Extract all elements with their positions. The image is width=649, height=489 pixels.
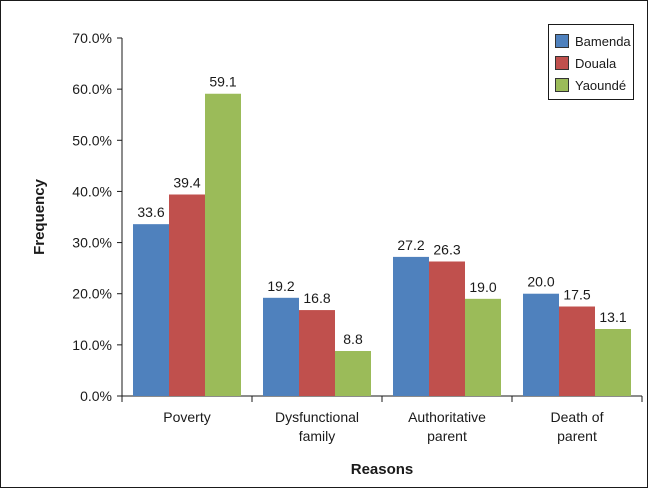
x-tick-label: family xyxy=(299,428,336,444)
bar-douala xyxy=(169,194,205,396)
x-axis-title: Reasons xyxy=(351,461,414,478)
bar-bamenda xyxy=(133,224,169,396)
y-tick-label: 30.0% xyxy=(72,235,112,251)
x-tick-label: Authoritative xyxy=(408,409,486,425)
y-tick-label: 0.0% xyxy=(80,388,112,404)
bar-yaound xyxy=(595,329,631,396)
bar-douala xyxy=(559,307,595,397)
x-tick-label: Poverty xyxy=(163,409,210,425)
data-label: 17.5 xyxy=(563,287,590,303)
data-label: 20.0 xyxy=(527,274,554,290)
data-label: 19.2 xyxy=(267,278,294,294)
legend-label: Douala xyxy=(575,56,616,71)
x-tick-label: parent xyxy=(427,428,467,444)
x-tick-label: Death of xyxy=(551,409,604,425)
data-label: 39.4 xyxy=(173,174,200,190)
data-label: 27.2 xyxy=(397,237,424,253)
x-tick-label: parent xyxy=(557,428,597,444)
bar-douala xyxy=(299,310,335,396)
legend-swatch xyxy=(555,78,569,92)
bar-bamenda xyxy=(393,257,429,396)
bar-bamenda xyxy=(523,294,559,396)
bar-yaound xyxy=(465,299,501,396)
bar-yaound xyxy=(205,94,241,396)
x-tick-label: Dysfunctional xyxy=(275,409,359,425)
data-label: 26.3 xyxy=(433,241,460,257)
legend-label: Yaoundé xyxy=(575,78,626,93)
bar-douala xyxy=(429,261,465,396)
legend-item: Douala xyxy=(555,52,633,74)
legend-swatch xyxy=(555,56,569,70)
legend-swatch xyxy=(555,34,569,48)
data-label: 13.1 xyxy=(599,309,626,325)
data-label: 16.8 xyxy=(303,290,330,306)
data-label: 19.0 xyxy=(469,279,496,295)
y-tick-label: 20.0% xyxy=(72,286,112,302)
y-axis-title: Frequency xyxy=(31,178,48,255)
data-label: 8.8 xyxy=(343,331,363,347)
legend-item: Bamenda xyxy=(555,30,633,52)
legend-label: Bamenda xyxy=(575,34,631,49)
data-label: 59.1 xyxy=(209,74,236,90)
y-tick-label: 50.0% xyxy=(72,132,112,148)
bar-yaound xyxy=(335,351,371,396)
data-label: 33.6 xyxy=(137,204,164,220)
y-tick-label: 10.0% xyxy=(72,337,112,353)
legend: Bamenda Douala Yaoundé xyxy=(548,24,634,100)
legend-item: Yaoundé xyxy=(555,74,633,96)
y-tick-label: 70.0% xyxy=(72,30,112,46)
bar-bamenda xyxy=(263,298,299,396)
y-tick-label: 60.0% xyxy=(72,81,112,97)
y-tick-label: 40.0% xyxy=(72,183,112,199)
